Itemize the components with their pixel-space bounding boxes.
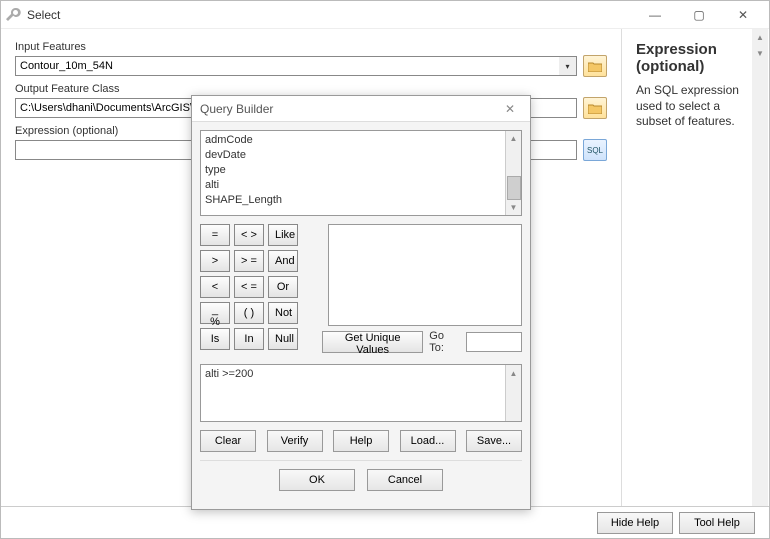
scroll-up-icon[interactable]: ▲ [752, 29, 768, 45]
help-heading: Expression (optional) [636, 41, 755, 75]
op-like[interactable]: Like [268, 224, 298, 246]
unique-values-row: Get Unique Values Go To: [322, 330, 522, 354]
get-unique-values-button[interactable]: Get Unique Values [322, 331, 423, 353]
minimize-button[interactable]: — [633, 1, 677, 29]
operator-grid: = < > Like > > = And < < = Or [200, 224, 316, 354]
query-builder-title: Query Builder [200, 102, 273, 116]
help-button[interactable]: Help [333, 430, 389, 452]
op-lte[interactable]: < = [234, 276, 264, 298]
scroll-thumb[interactable] [507, 176, 521, 199]
output-feature-class-browse-button[interactable] [583, 97, 607, 119]
field-item[interactable]: type [205, 163, 517, 178]
field-item[interactable]: admCode [205, 133, 517, 148]
field-item[interactable]: SHAPE_Length [205, 193, 517, 208]
op-parens[interactable]: ( ) [234, 302, 264, 324]
folder-icon [588, 61, 602, 72]
tool-help-button[interactable]: Tool Help [679, 512, 755, 534]
select-titlebar: Select — ▢ ✕ [1, 1, 769, 29]
scroll-up-icon[interactable]: ▲ [506, 131, 521, 146]
op-gte[interactable]: > = [234, 250, 264, 272]
query-builder-body: admCode devDate type alti SHAPE_Length ▲… [192, 122, 530, 509]
op-not-equal[interactable]: < > [234, 224, 264, 246]
scroll-down-icon[interactable]: ▼ [752, 45, 768, 61]
verify-button[interactable]: Verify [267, 430, 323, 452]
wrench-icon [5, 7, 21, 23]
op-not[interactable]: Not [268, 302, 298, 324]
folder-icon [588, 103, 602, 114]
cancel-button[interactable]: Cancel [367, 469, 443, 491]
hide-help-button[interactable]: Hide Help [597, 512, 673, 534]
input-features-field[interactable] [15, 56, 559, 76]
field-item[interactable]: devDate [205, 148, 517, 163]
close-button[interactable]: ✕ [721, 1, 765, 29]
sql-button[interactable]: SQL [583, 139, 607, 161]
help-pane: Expression (optional) An SQL expression … [621, 29, 769, 506]
op-wildcard[interactable]: _ % [200, 302, 230, 324]
query-builder-close-button[interactable]: ✕ [498, 102, 522, 116]
load-button[interactable]: Load... [400, 430, 456, 452]
query-builder-footer: OK Cancel [200, 460, 522, 501]
go-to-input[interactable] [466, 332, 522, 352]
input-features-label: Input Features [15, 41, 607, 53]
clear-button[interactable]: Clear [200, 430, 256, 452]
op-gt[interactable]: > [200, 250, 230, 272]
op-equals[interactable]: = [200, 224, 230, 246]
help-text: An SQL expression used to select a subse… [636, 83, 755, 130]
query-builder-action-row: Clear Verify Help Load... Save... [200, 430, 522, 452]
bottom-bar: Hide Help Tool Help [1, 506, 769, 538]
output-feature-class-label: Output Feature Class [15, 83, 607, 95]
maximize-button[interactable]: ▢ [677, 1, 721, 29]
scroll-down-icon[interactable]: ▼ [506, 200, 521, 215]
op-lt[interactable]: < [200, 276, 230, 298]
sql-icon: SQL [587, 146, 603, 155]
scroll-up-icon[interactable]: ▲ [506, 365, 521, 381]
select-window: Select — ▢ ✕ Input Features ▾ Output Fea… [0, 0, 770, 539]
expression-text: alti >=200 [205, 368, 253, 380]
op-in[interactable]: In [234, 328, 264, 350]
help-scrollbar[interactable]: ▲ ▼ [752, 29, 768, 506]
query-builder-dialog: Query Builder ✕ admCode devDate type alt… [191, 95, 531, 510]
input-features-row: Input Features ▾ [15, 41, 607, 77]
fields-scrollbar[interactable]: ▲ ▼ [505, 131, 521, 215]
query-builder-titlebar: Query Builder ✕ [192, 96, 530, 122]
save-button[interactable]: Save... [466, 430, 522, 452]
operator-section: = < > Like > > = And < < = Or [200, 224, 522, 354]
window-title: Select [27, 8, 633, 22]
field-item[interactable]: alti [205, 178, 517, 193]
op-and[interactable]: And [268, 250, 298, 272]
expression-textarea[interactable]: alti >=200 ▲ [200, 364, 522, 422]
unique-values-list[interactable] [328, 224, 522, 326]
input-features-dropdown[interactable]: ▾ [559, 56, 577, 76]
input-features-browse-button[interactable] [583, 55, 607, 77]
op-or[interactable]: Or [268, 276, 298, 298]
fields-list[interactable]: admCode devDate type alti SHAPE_Length ▲… [200, 130, 522, 216]
go-to-label: Go To: [429, 330, 460, 354]
op-is[interactable]: Is [200, 328, 230, 350]
op-null[interactable]: Null [268, 328, 298, 350]
ok-button[interactable]: OK [279, 469, 355, 491]
expression-scrollbar[interactable]: ▲ [505, 365, 521, 421]
